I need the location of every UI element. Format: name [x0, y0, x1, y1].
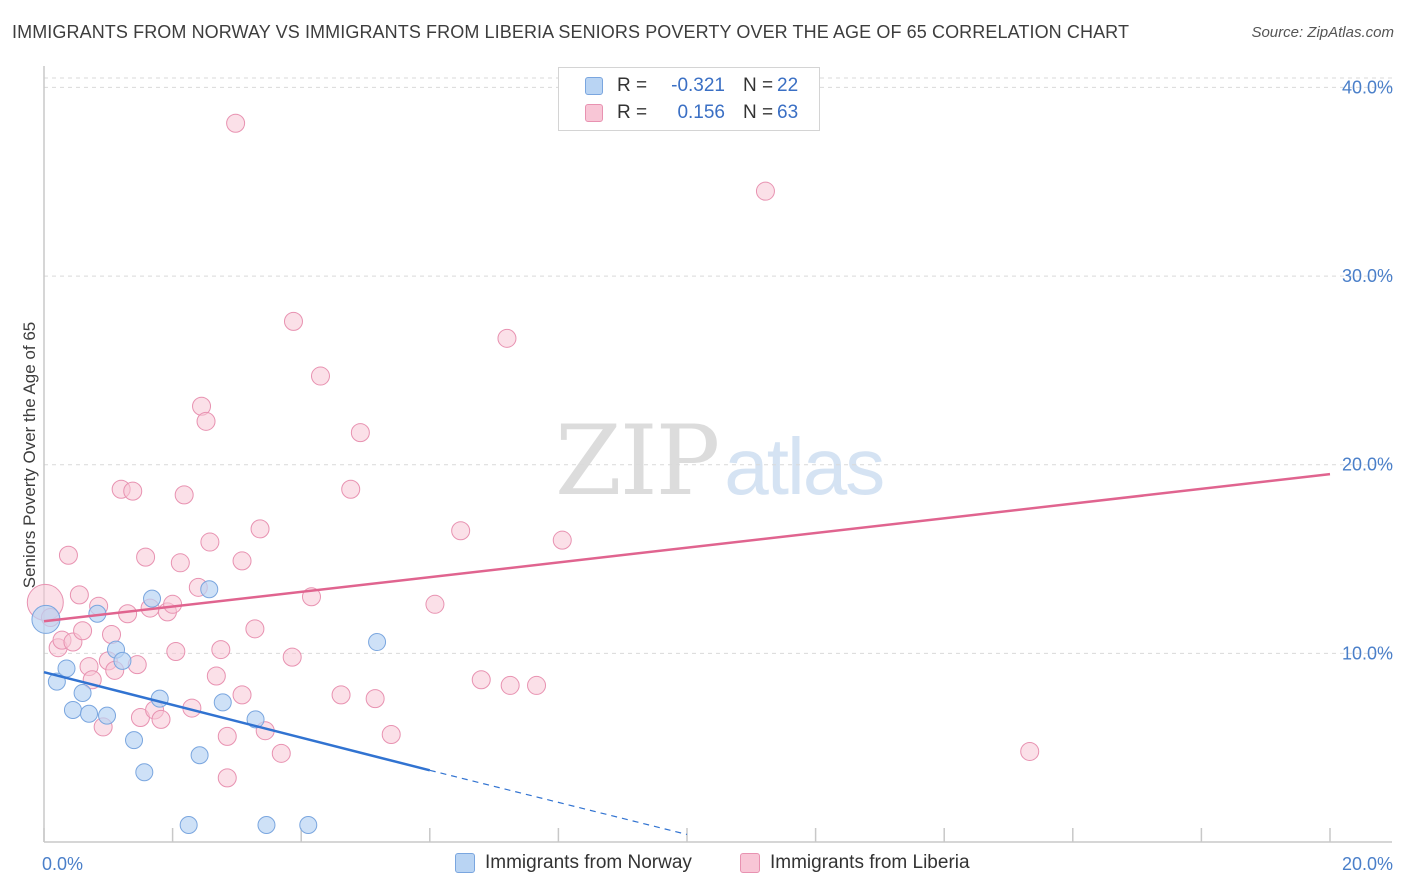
legend-n-label: N =	[743, 75, 774, 96]
source-label: Source: ZipAtlas.com	[1251, 24, 1394, 41]
legend-r-value-liberia: 0.156	[677, 102, 725, 123]
liberia-point	[341, 479, 361, 499]
norway-point	[299, 816, 318, 835]
legend-row-norway: R = -0.321 N = 22	[585, 73, 798, 99]
legend-n-label: N =	[743, 102, 774, 123]
norway-point	[150, 689, 169, 708]
liberia-point	[73, 621, 93, 641]
liberia-point	[350, 423, 370, 443]
liberia-point	[552, 530, 572, 550]
liberia-point	[245, 619, 265, 639]
norway-point	[246, 710, 265, 729]
norway-point	[200, 580, 219, 599]
watermark-zip: ZIP	[555, 405, 720, 517]
watermark: ZIPatlas	[555, 405, 885, 517]
series-legend: Immigrants from Norway Immigrants from L…	[0, 852, 1406, 876]
series-legend-liberia[interactable]: Immigrants from Liberia	[740, 852, 970, 874]
y-tick-label: 30.0%	[1342, 266, 1393, 286]
liberia-point	[500, 675, 520, 695]
x-tick-label: 0.0%	[42, 854, 83, 874]
watermark-atlas: atlas	[724, 422, 885, 511]
legend-swatch-norway	[585, 77, 603, 95]
norway-point	[368, 633, 387, 652]
liberia-point	[69, 585, 89, 605]
liberia-point	[232, 685, 252, 705]
y-tick-label: 40.0%	[1342, 77, 1393, 97]
norway-point	[80, 704, 99, 723]
y-tick-label: 20.0%	[1342, 455, 1393, 475]
norway-trendline-extension	[429, 769, 688, 836]
liberia-point	[381, 724, 401, 744]
liberia-point	[310, 366, 330, 386]
stats-legend: R = -0.321 N = 22 R = 0.156 N = 63	[558, 67, 820, 131]
legend-r-label: R =	[617, 75, 648, 96]
norway-trendline	[43, 671, 431, 772]
series-legend-norway[interactable]: Immigrants from Norway	[455, 852, 692, 874]
norway-point	[179, 816, 198, 835]
liberia-point	[200, 532, 220, 552]
liberia-point	[471, 670, 491, 690]
norway-point	[143, 589, 162, 608]
legend-n-value-liberia: 63	[777, 102, 799, 123]
series-legend-swatch-liberia	[740, 853, 760, 873]
series-legend-label-liberia: Immigrants from Liberia	[770, 852, 970, 873]
series-legend-label-norway: Immigrants from Norway	[485, 852, 692, 873]
liberia-point	[755, 181, 775, 201]
liberia-point	[217, 768, 237, 788]
liberia-point	[217, 726, 237, 746]
liberia-point	[123, 481, 143, 501]
liberia-point	[451, 521, 471, 541]
liberia-trendline	[43, 472, 1331, 623]
norway-point	[113, 651, 132, 670]
liberia-point	[118, 604, 138, 624]
liberia-point	[283, 311, 303, 331]
liberia-point	[282, 647, 302, 667]
liberia-point	[170, 553, 190, 573]
y-tick-label: 10.0%	[1342, 643, 1393, 663]
liberia-point	[425, 594, 445, 614]
liberia-point	[206, 666, 226, 686]
liberia-point	[136, 547, 156, 567]
liberia-point	[163, 594, 183, 614]
norway-point	[73, 683, 92, 702]
norway-point	[213, 693, 232, 712]
liberia-point	[250, 519, 270, 539]
legend-n-value-norway: 22	[777, 75, 799, 96]
liberia-point	[331, 685, 351, 705]
liberia-point	[196, 411, 216, 431]
norway-point	[57, 659, 76, 678]
norway-point	[257, 816, 276, 835]
norway-point	[125, 731, 144, 750]
liberia-point	[271, 743, 291, 763]
norway-point	[190, 746, 209, 765]
liberia-point	[211, 640, 231, 660]
chart-title: IMMIGRANTS FROM NORWAY VS IMMIGRANTS FRO…	[12, 22, 1130, 42]
x-tick-label: 20.0%	[1342, 854, 1393, 874]
liberia-point	[497, 328, 517, 348]
liberia-point	[166, 641, 186, 661]
liberia-point	[151, 709, 171, 729]
liberia-point	[174, 485, 194, 505]
liberia-point	[226, 113, 246, 133]
norway-point	[135, 763, 154, 782]
norway-point	[63, 700, 82, 719]
legend-row-liberia: R = 0.156 N = 63	[585, 100, 798, 126]
liberia-point	[1020, 741, 1040, 761]
norway-point	[98, 706, 117, 725]
liberia-point	[365, 689, 385, 709]
legend-r-value-norway: -0.321	[671, 75, 725, 96]
legend-swatch-liberia	[585, 104, 603, 122]
liberia-point	[232, 551, 252, 571]
liberia-point	[58, 545, 78, 565]
series-legend-swatch-norway	[455, 853, 475, 873]
legend-r-label: R =	[617, 102, 648, 123]
liberia-point	[527, 675, 547, 695]
